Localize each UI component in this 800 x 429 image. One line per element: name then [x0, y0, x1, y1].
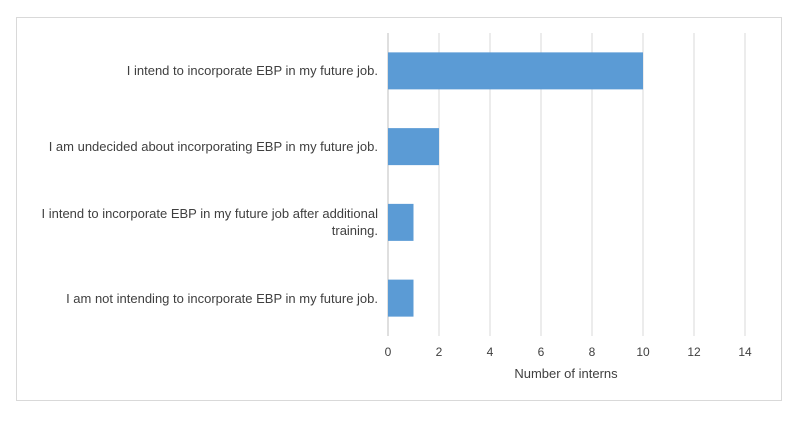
category-label: I intend to incorporate EBP in my future…	[41, 206, 378, 239]
x-tick-label: 14	[738, 345, 752, 359]
bar	[388, 52, 643, 90]
bars	[388, 52, 643, 317]
x-tick-label: 10	[636, 345, 650, 359]
bar	[388, 128, 439, 166]
x-tick-label: 2	[436, 345, 443, 359]
x-tick-label: 4	[487, 345, 494, 359]
bar	[388, 279, 414, 317]
bar	[388, 203, 414, 241]
category-label: I am not intending to incorporate EBP in…	[66, 290, 378, 306]
x-axis-ticks: 0 2 4 6 8 10 12 14	[385, 345, 752, 359]
category-label: I am undecided about incorporating EBP i…	[48, 139, 378, 155]
category-label: I intend to incorporate EBP in my future…	[126, 63, 378, 79]
x-tick-label: 12	[687, 345, 701, 359]
x-axis-title: Number of interns	[514, 366, 618, 381]
x-tick-label: 0	[385, 345, 392, 359]
x-tick-label: 8	[589, 345, 596, 359]
x-tick-label: 6	[538, 345, 545, 359]
